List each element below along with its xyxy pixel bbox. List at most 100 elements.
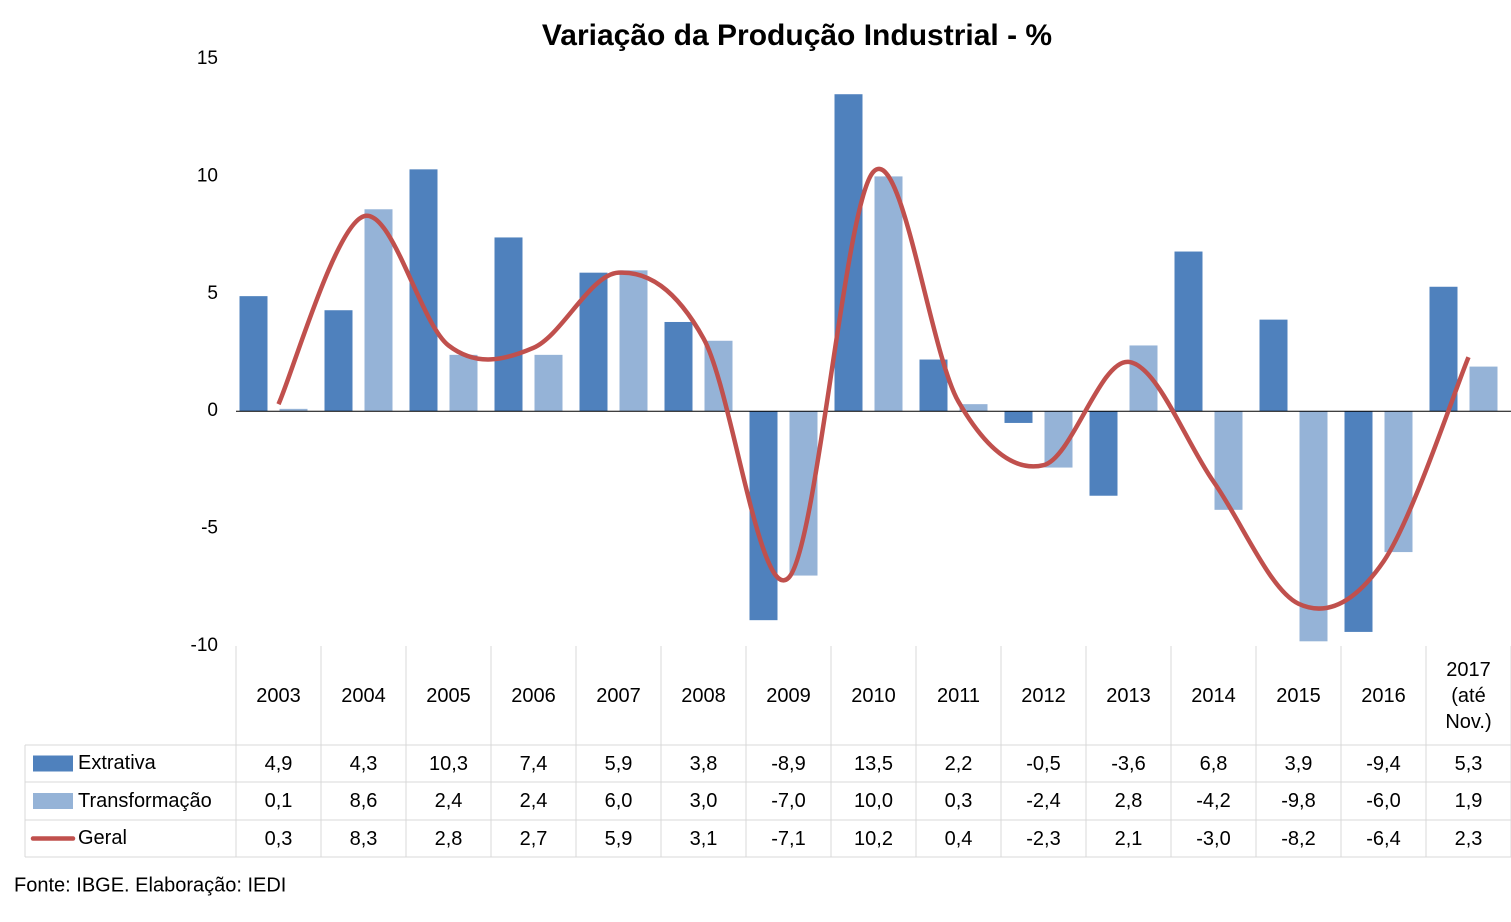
bar [1089, 411, 1118, 496]
source-note: Fonte: IBGE. Elaboração: IEDI [14, 874, 286, 896]
category-label: 2011 [936, 684, 980, 707]
bar [619, 270, 648, 412]
table-value: 2,1 [1114, 827, 1143, 850]
legend-swatch [33, 755, 73, 772]
table-value: 1,9 [1454, 790, 1483, 812]
y-tick-label: 15 [197, 48, 218, 69]
table-value: 6,0 [604, 790, 633, 812]
legend-swatch [33, 793, 73, 809]
x-tick-label: 2003 [236, 646, 321, 745]
table-value: -8,2 [1281, 827, 1316, 850]
table-value: 10,2 [854, 827, 893, 850]
category-label: 2013 [1106, 684, 1151, 707]
table-value: 0,3 [944, 790, 973, 812]
table-value: 0,3 [264, 827, 293, 850]
table-value: 2,4 [434, 790, 463, 812]
table-value: -2,3 [1026, 827, 1061, 850]
bar [1004, 411, 1033, 423]
table-value: 3,8 [689, 752, 718, 775]
y-tick-label: -5 [201, 518, 218, 539]
table-value: 0,1 [264, 790, 293, 812]
category-label: 2003 [256, 684, 301, 707]
table-value: -2,4 [1026, 790, 1061, 812]
table-value: -0,5 [1026, 752, 1061, 775]
bar [1299, 411, 1328, 642]
table-value: 10,0 [854, 790, 893, 812]
table-value: 4,3 [349, 752, 378, 775]
category-label: 2007 [596, 684, 641, 707]
bar [324, 310, 353, 412]
table-value: 5,9 [604, 827, 633, 850]
bar [1429, 286, 1458, 412]
category-label: 2006 [511, 684, 556, 707]
table-value: -6,0 [1366, 790, 1401, 812]
category-label: 2015 [1276, 684, 1321, 707]
y-tick-label: 0 [207, 400, 218, 421]
bar [279, 408, 308, 412]
table-value: 3,0 [689, 790, 718, 812]
legend-label: Geral [78, 827, 127, 849]
category-label: 2010 [851, 684, 896, 707]
table-value: 5,3 [1454, 752, 1483, 775]
table-value: 4,9 [264, 752, 293, 775]
x-tick-label: 2013 [1086, 646, 1171, 745]
bar [449, 354, 478, 412]
bar [1214, 411, 1243, 510]
bar [1259, 319, 1288, 412]
x-tick-label: 2006 [491, 646, 576, 745]
y-tick-label: -10 [191, 635, 218, 656]
table-value: -8,9 [771, 752, 806, 775]
table-value: -3,0 [1196, 827, 1231, 850]
x-tick-label: 2014 [1171, 646, 1256, 745]
x-tick-label: 2005 [406, 646, 491, 745]
category-label: 2012 [1021, 684, 1066, 707]
legend-label: Transformação [78, 789, 212, 812]
table-value: 10,3 [429, 752, 468, 775]
category-label: 2017 (até Nov.) [1445, 658, 1492, 733]
legend-label: Extrativa [78, 752, 156, 774]
table-value: 3,1 [689, 827, 718, 850]
bar [1344, 411, 1373, 632]
table-value: -4,2 [1196, 790, 1231, 812]
table-value: 2,8 [1114, 790, 1143, 812]
table-value: 13,5 [854, 752, 893, 775]
category-label: 2005 [426, 684, 471, 707]
line [276, 166, 1471, 611]
bar [534, 354, 563, 412]
category-label: 2014 [1191, 684, 1236, 707]
table-value: 2,4 [519, 790, 548, 812]
bar [1174, 251, 1203, 412]
table-value: -9,4 [1366, 752, 1401, 775]
x-tick-label: 2016 [1341, 646, 1426, 745]
x-tick-label: 2010 [831, 646, 916, 745]
bar [664, 321, 693, 412]
chart-title: Variação da Produção Industrial - % [542, 19, 1052, 52]
category-label: 2004 [341, 684, 386, 707]
category-label: 2008 [681, 684, 726, 707]
x-tick-label: 2011 [916, 646, 1001, 745]
table-value: 0,4 [944, 827, 973, 850]
x-tick-label: 2017 (até Nov.) [1426, 646, 1511, 745]
category-label: 2016 [1361, 684, 1406, 707]
x-tick-label: 2007 [576, 646, 661, 745]
bar [1469, 366, 1498, 412]
x-tick-label: 2012 [1001, 646, 1086, 745]
table-value: 6,8 [1199, 752, 1228, 775]
table-value: 2,7 [519, 827, 548, 850]
table-value: -6,4 [1366, 827, 1401, 850]
table-value: -9,8 [1281, 790, 1316, 812]
bar [874, 176, 903, 412]
table-value: 2,8 [434, 827, 463, 850]
table-value: 2,2 [944, 752, 973, 775]
table-value: 5,9 [604, 752, 633, 775]
y-tick-label: 5 [207, 283, 218, 304]
y-tick-label: 10 [197, 165, 218, 186]
table-value: 2,3 [1454, 827, 1483, 850]
bar [239, 296, 268, 412]
bar [1384, 411, 1413, 553]
x-tick-label: 2004 [321, 646, 406, 745]
table-value: 8,6 [349, 790, 378, 812]
bar [959, 404, 988, 412]
